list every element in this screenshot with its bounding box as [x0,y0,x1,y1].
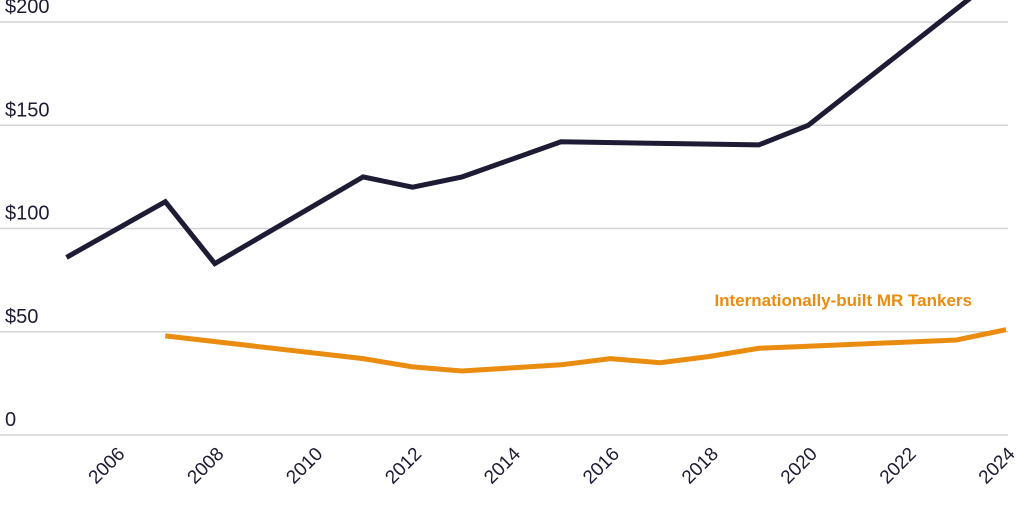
x-tick-label: 2018 [678,444,723,489]
series-line-1 [165,327,1007,374]
y-axis-tick-labels: 0 $50 $100 $150 $200 [5,0,50,431]
x-tick-label: 2020 [777,444,822,489]
x-tick-label: 2008 [184,444,229,489]
y-tick-label: 0 [5,409,16,431]
x-tick-label: 2010 [282,444,327,489]
series-label-international-mr-tankers: Internationally-built MR Tankers [714,291,972,310]
x-tick-label: 2022 [876,444,921,489]
x-axis-tick-labels: 2006 2008 2010 2012 2014 2016 2018 2020 2022 2024 [85,443,1020,488]
x-tick-label: 2016 [579,444,624,489]
series-lines [65,0,1007,374]
y-tick-label: $50 [5,306,38,328]
y-tick-label: $200 [5,0,50,18]
x-tick-label: 2014 [480,443,525,488]
series-line-0 [65,0,972,267]
y-tick-label: $100 [5,203,50,225]
x-tick-label: 2006 [85,444,130,489]
x-tick-label: 2024 [975,443,1020,488]
gridlines [0,21,1008,436]
y-tick-label: $150 [5,99,50,121]
x-tick-label: 2012 [381,444,426,489]
